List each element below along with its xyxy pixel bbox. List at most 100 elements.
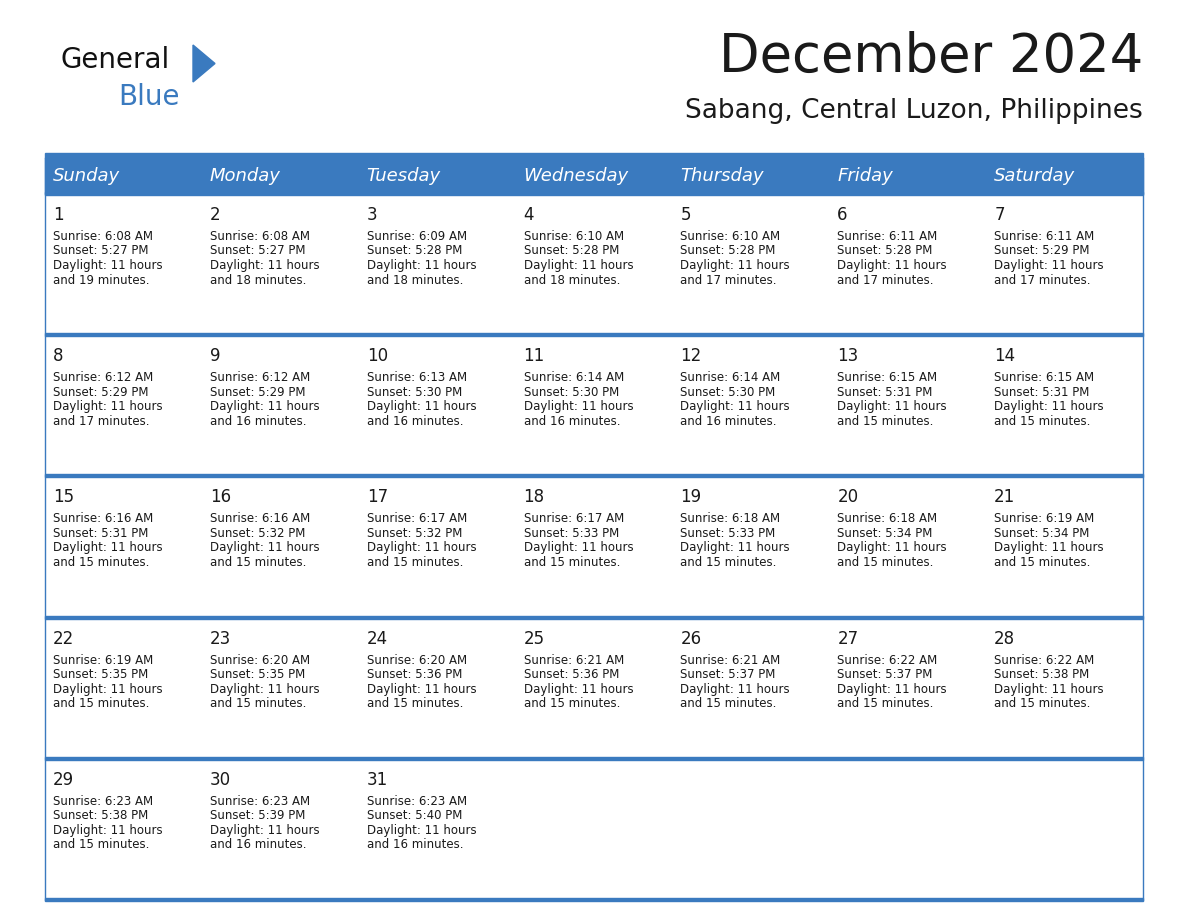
Text: and 15 minutes.: and 15 minutes. [838,556,934,569]
Text: Wednesday: Wednesday [524,167,628,185]
Text: and 18 minutes.: and 18 minutes. [524,274,620,286]
Text: and 16 minutes.: and 16 minutes. [367,415,463,428]
Text: Daylight: 11 hours: Daylight: 11 hours [210,259,320,272]
Text: Daylight: 11 hours: Daylight: 11 hours [53,542,163,554]
Text: and 15 minutes.: and 15 minutes. [524,697,620,711]
Text: Sunset: 5:27 PM: Sunset: 5:27 PM [53,244,148,258]
Bar [672,194,829,335]
Text: and 15 minutes.: and 15 minutes. [53,697,150,711]
Bar [45,898,1143,901]
Text: and 16 minutes.: and 16 minutes. [367,838,463,851]
Bar [202,618,359,759]
Text: Daylight: 11 hours: Daylight: 11 hours [681,259,790,272]
Text: 23: 23 [210,630,232,647]
Text: 11: 11 [524,347,545,365]
Text: Daylight: 11 hours: Daylight: 11 hours [53,683,163,696]
Text: and 19 minutes.: and 19 minutes. [53,274,150,286]
Text: Sunset: 5:37 PM: Sunset: 5:37 PM [681,668,776,681]
Text: and 15 minutes.: and 15 minutes. [53,556,150,569]
Text: Sunset: 5:28 PM: Sunset: 5:28 PM [524,244,619,258]
Text: Sunrise: 6:12 AM: Sunrise: 6:12 AM [53,371,153,385]
Text: Sunrise: 6:14 AM: Sunrise: 6:14 AM [524,371,624,385]
Text: and 15 minutes.: and 15 minutes. [681,697,777,711]
Text: Sunset: 5:39 PM: Sunset: 5:39 PM [210,810,305,823]
Text: Sunset: 5:28 PM: Sunset: 5:28 PM [367,244,462,258]
Bar [672,335,829,476]
Text: Sunrise: 6:18 AM: Sunrise: 6:18 AM [681,512,781,525]
Text: 18: 18 [524,488,544,507]
Text: and 15 minutes.: and 15 minutes. [53,838,150,851]
Text: 9: 9 [210,347,220,365]
Text: Sunset: 5:32 PM: Sunset: 5:32 PM [210,527,305,540]
Text: 25: 25 [524,630,544,647]
Text: 24: 24 [367,630,387,647]
Bar [45,756,1143,760]
Text: Sunset: 5:30 PM: Sunset: 5:30 PM [367,386,462,398]
Text: General: General [61,46,169,74]
Bar [45,618,202,759]
Text: 16: 16 [210,488,230,507]
Text: and 15 minutes.: and 15 minutes. [210,697,307,711]
Text: and 15 minutes.: and 15 minutes. [838,697,934,711]
Text: and 16 minutes.: and 16 minutes. [524,415,620,428]
Bar [359,618,516,759]
Text: Sunrise: 6:10 AM: Sunrise: 6:10 AM [524,230,624,243]
Bar [516,759,672,900]
Text: Sunset: 5:36 PM: Sunset: 5:36 PM [367,668,462,681]
Text: 12: 12 [681,347,702,365]
Text: Sunset: 5:31 PM: Sunset: 5:31 PM [53,527,148,540]
Text: Friday: Friday [838,167,893,185]
Text: Daylight: 11 hours: Daylight: 11 hours [838,683,947,696]
Text: Daylight: 11 hours: Daylight: 11 hours [994,542,1104,554]
Text: Daylight: 11 hours: Daylight: 11 hours [838,542,947,554]
Bar [986,194,1143,335]
Text: Sunrise: 6:15 AM: Sunrise: 6:15 AM [994,371,1094,385]
Text: Sunset: 5:27 PM: Sunset: 5:27 PM [210,244,305,258]
Bar [986,618,1143,759]
Text: 20: 20 [838,488,859,507]
Bar [45,153,1143,158]
Text: Sunset: 5:28 PM: Sunset: 5:28 PM [681,244,776,258]
Text: Sunset: 5:33 PM: Sunset: 5:33 PM [524,527,619,540]
Text: Sunrise: 6:23 AM: Sunrise: 6:23 AM [53,795,153,808]
Polygon shape [192,45,215,82]
Text: Sunday: Sunday [53,167,120,185]
Text: 5: 5 [681,206,691,224]
Text: Sunset: 5:36 PM: Sunset: 5:36 PM [524,668,619,681]
Text: Daylight: 11 hours: Daylight: 11 hours [681,683,790,696]
Bar [829,759,986,900]
Text: and 18 minutes.: and 18 minutes. [210,274,307,286]
Bar [516,476,672,618]
Text: Daylight: 11 hours: Daylight: 11 hours [524,683,633,696]
Text: and 16 minutes.: and 16 minutes. [210,838,307,851]
Text: and 16 minutes.: and 16 minutes. [210,415,307,428]
Text: and 15 minutes.: and 15 minutes. [210,556,307,569]
Text: Daylight: 11 hours: Daylight: 11 hours [367,683,476,696]
Text: Sunrise: 6:08 AM: Sunrise: 6:08 AM [53,230,153,243]
Text: Sunrise: 6:23 AM: Sunrise: 6:23 AM [210,795,310,808]
Text: Sunrise: 6:17 AM: Sunrise: 6:17 AM [524,512,624,525]
Text: 26: 26 [681,630,702,647]
Text: Daylight: 11 hours: Daylight: 11 hours [994,683,1104,696]
Text: Sunrise: 6:21 AM: Sunrise: 6:21 AM [681,654,781,666]
Text: and 17 minutes.: and 17 minutes. [681,274,777,286]
Text: 19: 19 [681,488,702,507]
Bar [829,618,986,759]
Text: Sunrise: 6:20 AM: Sunrise: 6:20 AM [210,654,310,666]
Text: Sunset: 5:30 PM: Sunset: 5:30 PM [681,386,776,398]
Text: Sunset: 5:32 PM: Sunset: 5:32 PM [367,527,462,540]
Text: and 15 minutes.: and 15 minutes. [994,697,1091,711]
Text: 30: 30 [210,771,230,789]
Text: Sunset: 5:30 PM: Sunset: 5:30 PM [524,386,619,398]
Text: 28: 28 [994,630,1016,647]
Text: Sunrise: 6:23 AM: Sunrise: 6:23 AM [367,795,467,808]
Text: Sunset: 5:33 PM: Sunset: 5:33 PM [681,527,776,540]
Text: Daylight: 11 hours: Daylight: 11 hours [367,542,476,554]
Text: Sunset: 5:29 PM: Sunset: 5:29 PM [994,244,1089,258]
Text: Sunrise: 6:14 AM: Sunrise: 6:14 AM [681,371,781,385]
Text: and 17 minutes.: and 17 minutes. [994,274,1091,286]
Text: Sunset: 5:38 PM: Sunset: 5:38 PM [994,668,1089,681]
Bar [986,476,1143,618]
Text: Sunset: 5:28 PM: Sunset: 5:28 PM [838,244,933,258]
Text: Daylight: 11 hours: Daylight: 11 hours [53,400,163,413]
